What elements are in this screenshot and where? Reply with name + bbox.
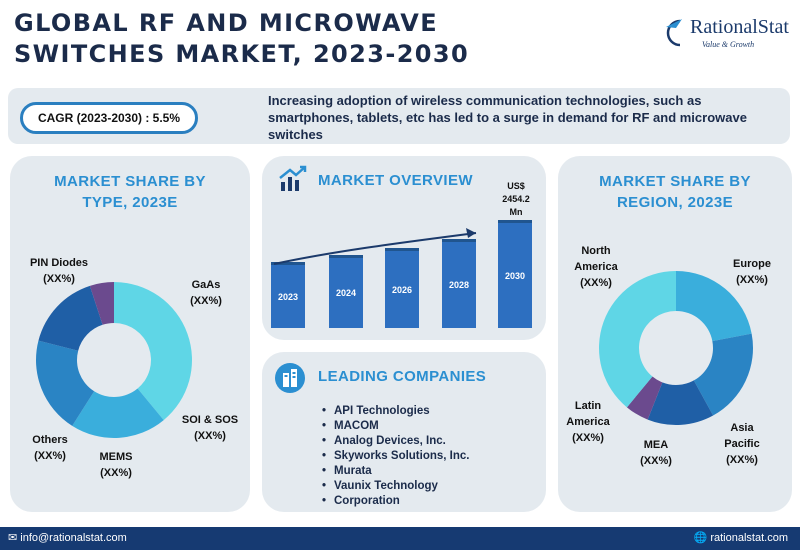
region-label-mea-value: (XX%) — [640, 455, 672, 467]
type-label-gaas-name: GaAs — [191, 279, 221, 291]
type-label-others-name: Others — [32, 434, 68, 446]
type-label-mems: MEMS (XX%) — [86, 449, 146, 481]
region-label-asia-pacific-value: (XX%) — [726, 454, 758, 466]
region-label-mea: MEA (XX%) — [626, 437, 686, 469]
bar-label-2026: 2026 — [391, 284, 413, 295]
region-share-title: MARKET SHARE BY REGION, 2023E — [558, 171, 792, 213]
bar-label-2023: 2023 — [277, 291, 299, 302]
region-label-latin-america-name: Latin America — [566, 400, 610, 428]
companies-list: API Technologies MACOM Analog Devices, I… — [322, 404, 469, 509]
type-label-pin-diodes-value: (XX%) — [43, 273, 75, 285]
company-item: Analog Devices, Inc. — [322, 434, 469, 449]
bar-2028: 2028 — [442, 239, 476, 328]
region-label-europe-name: Europe — [733, 258, 771, 270]
company-item: Skyworks Solutions, Inc. — [322, 449, 469, 464]
type-label-mems-value: (XX%) — [100, 467, 132, 479]
globe-icon: 🌐 — [693, 532, 708, 544]
growth-chart-icon — [279, 165, 307, 191]
region-label-north-america-value: (XX%) — [580, 277, 612, 289]
type-label-pin-diodes: PIN Diodes (XX%) — [14, 255, 104, 287]
bar-2030: 2030 — [498, 220, 532, 328]
type-share-title: MARKET SHARE BY TYPE, 2023E — [10, 171, 250, 213]
page-title: GLOBAL RF AND MICROWAVE SWITCHES MARKET,… — [14, 8, 469, 70]
company-item: Corporation — [322, 494, 469, 509]
logo-tagline: Value & Growth — [702, 40, 755, 49]
type-label-pin-diodes-name: PIN Diodes — [29, 257, 89, 269]
summary-note: Increasing adoption of wireless communic… — [268, 93, 747, 142]
type-label-others: Others (XX%) — [20, 432, 80, 464]
bar-2023: 2023 — [271, 262, 305, 328]
type-label-soi-sos-name: SOI & SOS — [181, 414, 239, 426]
company-item: Murata — [322, 464, 469, 479]
email-icon: ✉ — [8, 532, 18, 544]
footer-email-text: info@rationalstat.com — [20, 532, 127, 544]
rationalstat-logo[interactable]: RationalStat Value & Growth — [660, 14, 792, 54]
type-label-others-value: (XX%) — [34, 450, 66, 462]
region-label-mea-name: MEA — [643, 439, 669, 451]
type-label-mems-name: MEMS — [99, 451, 133, 463]
logo-name: RationalStat — [690, 16, 789, 38]
logo-mark-icon — [666, 19, 682, 47]
footer-bar: ✉ info@rationalstat.com 🌐 rationalstat.c… — [0, 527, 800, 550]
region-label-europe-value: (XX%) — [736, 274, 768, 286]
value-label-2030: US$ 2454.2 Mn — [502, 181, 530, 217]
type-title-line-2: TYPE, 2023E — [82, 194, 178, 211]
region-label-asia-pacific: Asia Pacific (XX%) — [716, 420, 768, 468]
type-label-gaas-value: (XX%) — [190, 295, 222, 307]
buildings-icon — [275, 363, 305, 393]
region-label-latin-america-value: (XX%) — [572, 432, 604, 444]
title-line-2: SWITCHES MARKET, 2023-2030 — [14, 40, 470, 68]
footer-site-text: rationalstat.com — [710, 532, 788, 544]
bar-2024: 2024 — [329, 254, 363, 328]
bar-2026: 2026 — [385, 248, 419, 328]
region-title-line-1: MARKET SHARE BY — [599, 173, 751, 190]
type-title-line-1: MARKET SHARE BY — [54, 173, 206, 190]
region-title-line-2: REGION, 2023E — [616, 194, 734, 211]
region-label-north-america: North America (XX%) — [566, 243, 626, 291]
bar-label-2024: 2024 — [335, 287, 357, 298]
region-label-europe: Europe (XX%) — [722, 256, 782, 288]
footer-website[interactable]: 🌐 rationalstat.com — [694, 531, 788, 544]
type-label-soi-sos-value: (XX%) — [194, 430, 226, 442]
cagr-badge: CAGR (2023-2030) : 5.5% — [20, 102, 198, 134]
title-line-1: GLOBAL RF AND MICROWAVE — [14, 9, 439, 37]
company-item: API Technologies — [322, 404, 469, 419]
company-item: Vaunix Technology — [322, 479, 469, 494]
leading-companies-title: LEADING COMPANIES — [318, 368, 487, 385]
type-label-gaas: GaAs (XX%) — [176, 277, 236, 309]
region-label-north-america-name: North America — [574, 245, 618, 273]
region-label-asia-pacific-name: Asia Pacific — [724, 422, 760, 450]
type-label-soi-sos: SOI & SOS (XX%) — [170, 412, 250, 444]
company-item: MACOM — [322, 419, 469, 434]
market-overview-title: MARKET OVERVIEW — [318, 172, 473, 189]
bar-label-2028: 2028 — [448, 280, 470, 291]
region-label-latin-america: Latin America (XX%) — [556, 398, 620, 446]
bar-label-2030: 2030 — [504, 270, 526, 281]
footer-email[interactable]: ✉ info@rationalstat.com — [8, 531, 127, 544]
